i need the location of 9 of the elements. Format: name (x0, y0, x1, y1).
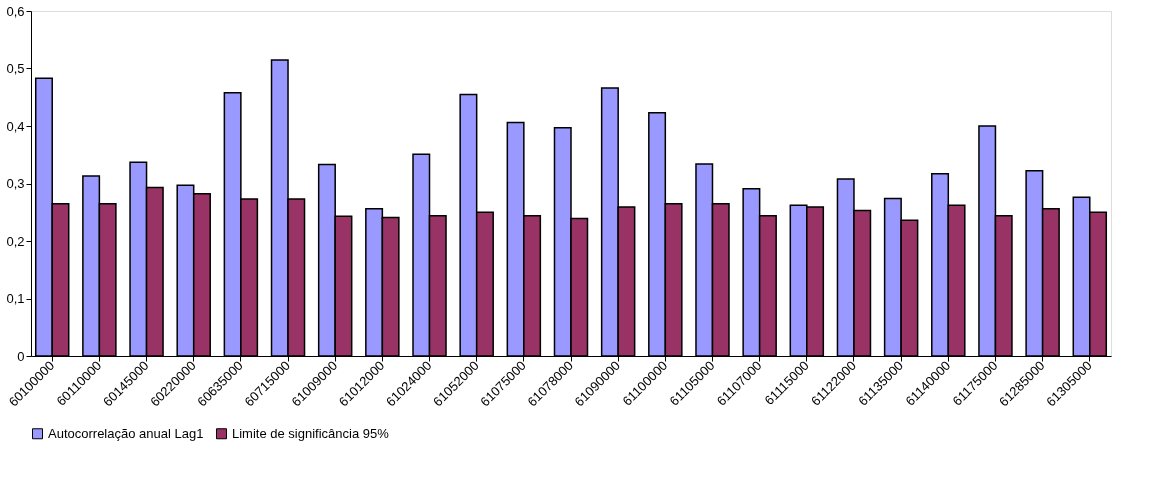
legend-label: Limite de significância 95% (232, 425, 390, 441)
y-tick-label: 0 (17, 348, 25, 364)
y-tick-label: 0,2 (6, 233, 25, 249)
legend-label: Autocorrelação anual Lag1 (48, 425, 204, 441)
y-tick-label: 0,5 (6, 61, 25, 76)
y-tick-label: 0,4 (6, 118, 25, 134)
y-tick-label: 0,6 (6, 3, 25, 19)
y-tick-label: 0,3 (6, 176, 25, 191)
y-tick-label: 0,1 (6, 291, 25, 306)
